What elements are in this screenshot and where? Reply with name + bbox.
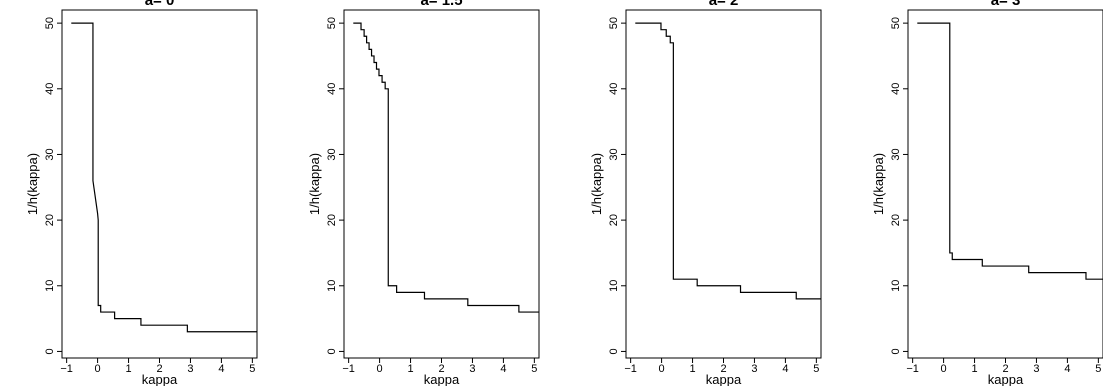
y-tick-label: 10 [608,280,620,292]
x-tick-label: 3 [469,363,475,375]
y-tick-label: 30 [44,148,56,160]
y-axis-label: 1/h(kappa) [589,153,604,215]
x-tick-label: 1 [407,363,413,375]
plot-frame [625,9,822,359]
y-tick-label: 20 [608,214,620,226]
y-tick-label: 10 [890,280,902,292]
x-tick-label: −1 [906,363,919,375]
x-tick-label: 4 [782,363,788,375]
x-tick-label: 2 [720,363,726,375]
y-tick-label: 50 [326,17,338,29]
x-axis-label: kappa [988,372,1024,386]
y-tick-label: 40 [326,83,338,95]
chart-panel-0: a= 0 −1 0 1 2 3 4 5 kappa 0 10 20 30 40 50 1/h(kappa) [25,0,258,386]
y-tick-label: 50 [44,17,56,29]
x-tick-label: 4 [500,363,506,375]
x-tick-label: 5 [1095,363,1101,375]
y-tick-label: 40 [890,83,902,95]
x-tick-label: −1 [60,363,73,375]
y-tick-label: 50 [890,17,902,29]
y-axis-label: 1/h(kappa) [871,153,886,215]
y-tick-label: 0 [890,348,902,354]
step-line-series-0 [71,22,257,333]
y-tick-label: 20 [890,214,902,226]
y-tick-label: 30 [326,148,338,160]
y-tick-label: 30 [890,148,902,160]
y-tick-label: 10 [326,280,338,292]
x-tick-label: 5 [531,363,537,375]
x-tick-label: 3 [187,363,193,375]
panel-title: a= 1.5 [420,0,462,9]
step-line-series-0 [353,22,539,313]
y-tick-label: 20 [326,214,338,226]
chart-panel-1: a= 1.5 −1 0 1 2 3 4 5 kappa 0 10 20 30 40 50 1/h(kappa) [307,0,540,386]
panel-title: a= 2 [709,0,739,9]
x-tick-label: 1 [971,363,977,375]
y-tick-label: 10 [44,280,56,292]
x-tick-label: 2 [438,363,444,375]
x-tick-label: 4 [1064,363,1070,375]
x-tick-label: 0 [659,363,665,375]
y-tick-label: 50 [608,17,620,29]
x-tick-label: 2 [156,363,162,375]
x-tick-label: 5 [813,363,819,375]
x-tick-label: 0 [377,363,383,375]
x-tick-label: −1 [624,363,637,375]
panel-title: a= 3 [991,0,1021,9]
plot-frame [907,9,1103,359]
step-line-series-0 [917,22,1103,280]
x-axis-label: kappa [142,372,178,386]
plot-frame [61,9,258,359]
x-tick-label: 1 [125,363,131,375]
y-axis-label: 1/h(kappa) [307,153,322,215]
x-tick-label: 2 [1002,363,1008,375]
y-axis-label: 1/h(kappa) [25,153,40,215]
step-line-series-0 [635,22,821,300]
y-tick-label: 0 [326,348,338,354]
x-tick-label: 4 [218,363,224,375]
x-axis-label: kappa [424,372,460,386]
x-tick-label: 5 [249,363,255,375]
x-tick-label: 3 [1033,363,1039,375]
x-tick-label: 3 [751,363,757,375]
x-axis-label: kappa [706,372,742,386]
x-tick-label: 1 [689,363,695,375]
x-tick-label: 0 [941,363,947,375]
y-tick-label: 0 [608,348,620,354]
y-tick-label: 20 [44,214,56,226]
y-tick-label: 0 [44,348,56,354]
x-tick-label: −1 [342,363,355,375]
panel-title: a= 0 [145,0,175,9]
x-tick-label: 0 [95,363,101,375]
y-tick-label: 40 [608,83,620,95]
chart-panel-3: a= 3 −1 0 1 2 3 4 5 kappa 0 10 20 30 40 50 1/h(kappa) [871,0,1103,386]
y-tick-label: 40 [44,83,56,95]
y-tick-label: 30 [608,148,620,160]
chart-panel-2: a= 2 −1 0 1 2 3 4 5 kappa 0 10 20 30 40 50 1/h(kappa) [589,0,822,386]
